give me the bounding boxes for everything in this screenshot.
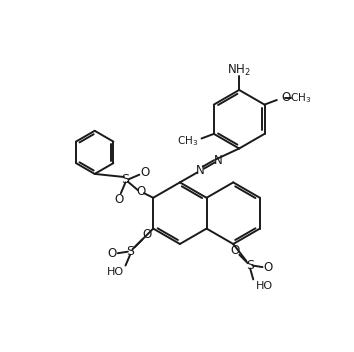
Text: S: S (126, 245, 134, 258)
Text: CH$_3$: CH$_3$ (177, 134, 199, 148)
Text: O: O (136, 185, 145, 198)
Text: O: O (142, 228, 152, 241)
Text: HO: HO (107, 267, 124, 277)
Text: S: S (246, 259, 254, 272)
Text: CH$_3$: CH$_3$ (290, 91, 311, 105)
Text: S: S (121, 173, 130, 186)
Text: N: N (196, 164, 205, 177)
Text: O: O (140, 166, 149, 179)
Text: HO: HO (256, 281, 273, 290)
Text: O: O (263, 260, 273, 274)
Text: NH$_2$: NH$_2$ (227, 62, 251, 77)
Text: N: N (214, 154, 223, 167)
Text: O: O (281, 91, 291, 104)
Text: O: O (108, 247, 117, 260)
Text: O: O (230, 244, 239, 257)
Text: O: O (115, 193, 124, 206)
